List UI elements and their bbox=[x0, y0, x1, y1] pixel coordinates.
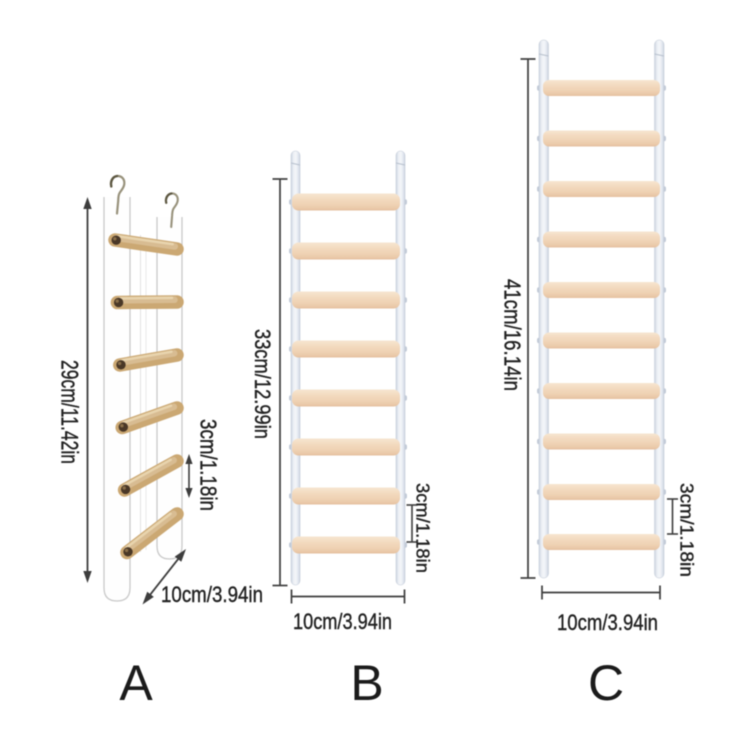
svg-text:3cm/1.18in: 3cm/1.18in bbox=[413, 483, 433, 573]
svg-text:10cm/3.94in: 10cm/3.94in bbox=[557, 610, 658, 635]
svg-text:C: C bbox=[588, 655, 624, 711]
svg-text:10cm/3.94in: 10cm/3.94in bbox=[161, 582, 263, 607]
svg-text:41cm/16.14in: 41cm/16.14in bbox=[500, 279, 526, 391]
svg-text:3cm/1.18in: 3cm/1.18in bbox=[677, 483, 697, 577]
svg-text:B: B bbox=[350, 655, 383, 711]
svg-text:29cm/11.42in: 29cm/11.42in bbox=[56, 360, 83, 464]
svg-text:A: A bbox=[119, 655, 153, 711]
svg-text:33cm/12.99in: 33cm/12.99in bbox=[250, 329, 275, 439]
svg-text:3cm/1.18in: 3cm/1.18in bbox=[196, 419, 222, 511]
svg-text:10cm/3.94in: 10cm/3.94in bbox=[293, 609, 392, 634]
